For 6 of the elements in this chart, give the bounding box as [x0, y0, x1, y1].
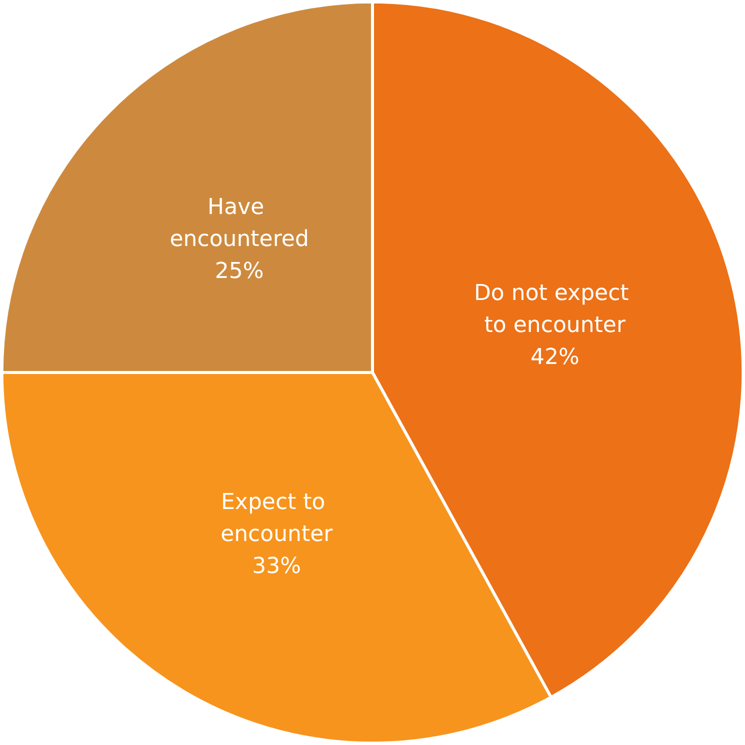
data-label: 33% [252, 554, 302, 580]
slice-label: Have encountered [170, 194, 309, 252]
data-label: 25% [214, 258, 264, 284]
slice-label: Expect to encounter [220, 490, 334, 548]
data-label: 42% [530, 345, 580, 370]
slice-label: Do not expect to encounter [474, 281, 636, 338]
